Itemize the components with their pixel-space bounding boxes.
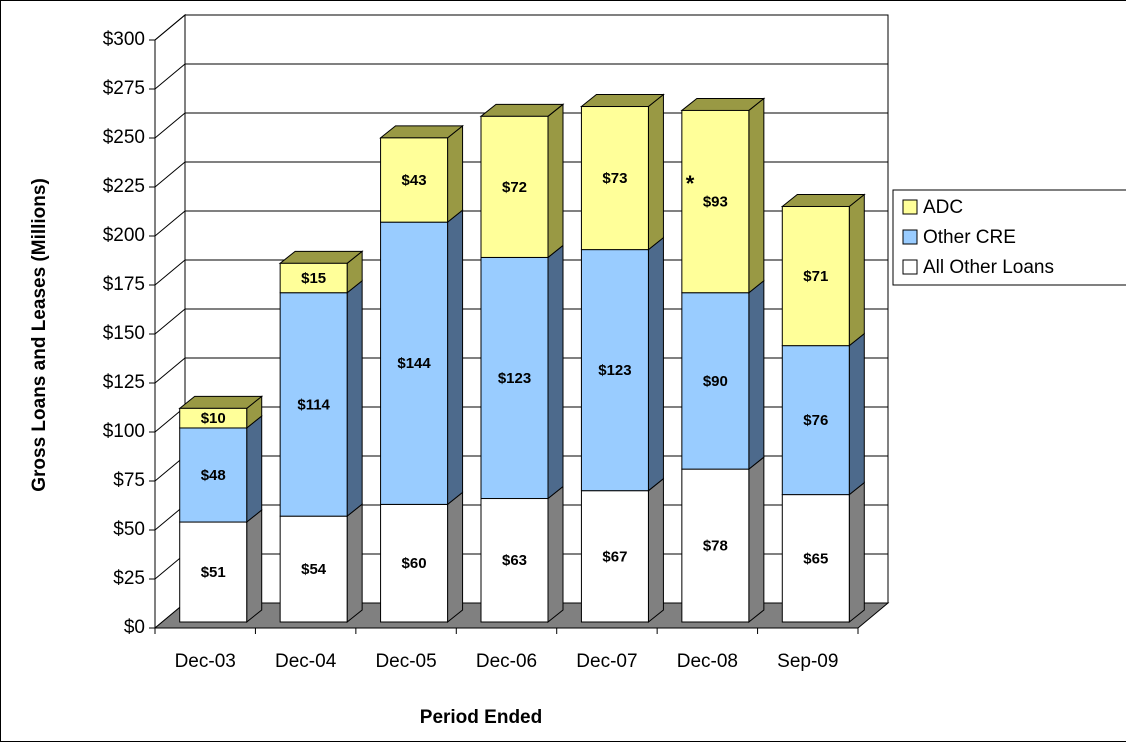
bar-segment [279, 292, 348, 517]
value-label: $72 [502, 179, 527, 196]
y-tick-label: $200 [103, 225, 145, 246]
bar-segment [179, 427, 248, 523]
bar-segment [580, 249, 649, 492]
value-label: $54 [301, 561, 327, 578]
bar-segment [179, 521, 248, 623]
bar-side [647, 477, 664, 624]
bar-side [848, 193, 865, 347]
y-tick-label: $125 [103, 372, 145, 393]
bar-segment [580, 490, 649, 623]
bar-top [680, 97, 766, 111]
bar-top [780, 193, 866, 207]
bar-side [748, 456, 765, 624]
y-tick-label: $25 [113, 568, 145, 589]
bar-side [748, 97, 765, 294]
y-axis-title: Gross Loans and Leases (Millions) [29, 178, 50, 492]
grid-line [154, 63, 888, 90]
value-label: $71 [803, 268, 828, 285]
bar-segment [580, 106, 649, 251]
grid-line [154, 14, 888, 41]
x-tick-label: Dec-06 [476, 651, 537, 672]
value-label: $10 [201, 410, 226, 427]
bar-segment [681, 109, 750, 294]
value-label: $65 [803, 550, 828, 567]
bar-segment [380, 503, 449, 623]
value-label: $63 [502, 552, 527, 569]
value-label: $48 [201, 467, 226, 484]
bar-top [580, 94, 665, 108]
bar-segment [480, 498, 549, 623]
y-tick-label: $225 [103, 176, 145, 197]
value-label: $76 [803, 412, 828, 429]
legend-swatch [902, 259, 918, 275]
y-tick-label: $250 [103, 127, 145, 148]
bar-side [346, 503, 363, 624]
bar-side [547, 485, 564, 624]
value-label: $15 [301, 270, 326, 287]
bar-top [278, 250, 364, 264]
x-tick-label: Dec-04 [275, 651, 337, 672]
bar-side [246, 414, 263, 524]
x-axis-title: Period Ended [420, 707, 542, 728]
y-tick-label: $75 [113, 470, 145, 491]
annotation: * [686, 171, 695, 196]
bar-side [848, 481, 865, 624]
value-label: $114 [297, 396, 330, 413]
bar-side [447, 491, 464, 624]
bar-side [447, 124, 464, 224]
bar-side [647, 236, 664, 492]
value-label: $67 [602, 548, 627, 565]
legend-box [892, 189, 1126, 286]
value-label: $43 [402, 172, 427, 189]
bar-segment [279, 262, 348, 294]
bar-side [547, 244, 564, 500]
x-tick-label: Dec-05 [375, 651, 436, 672]
bar-side [547, 103, 564, 259]
value-label: $73 [602, 170, 627, 187]
bar-side [246, 508, 263, 624]
bar-side [848, 332, 865, 496]
bar-top [178, 395, 264, 409]
value-label: $90 [703, 373, 728, 390]
legend-label: All Other Loans [923, 257, 1054, 278]
value-label: $123 [598, 362, 631, 379]
bar-top [479, 103, 565, 117]
value-label: $78 [703, 538, 728, 555]
value-label: $60 [402, 555, 427, 572]
bar-segment [480, 256, 549, 500]
bar-segment [781, 345, 850, 496]
x-tick-label: Dec-08 [677, 651, 738, 672]
legend-label: ADC [923, 197, 963, 218]
value-label: $123 [498, 370, 531, 387]
y-tick-label: $150 [103, 323, 145, 344]
bar-segment [179, 407, 248, 429]
x-tick-label: Dec-03 [175, 651, 236, 672]
legend-swatch [902, 199, 918, 215]
bar-side [748, 279, 765, 471]
y-tick-label: $0 [124, 617, 145, 638]
bar-side [447, 209, 464, 506]
y-tick-label: $100 [103, 421, 145, 442]
y-tick-label: $275 [103, 78, 145, 99]
value-label: $51 [201, 564, 226, 581]
bar-segment [781, 494, 850, 623]
bar-segment [380, 137, 449, 223]
y-tick-label: $300 [103, 29, 145, 50]
x-tick-label: Dec-07 [576, 651, 637, 672]
legend-swatch [902, 229, 918, 245]
y-tick-label: $50 [113, 519, 145, 540]
legend-label: Other CRE [923, 227, 1016, 248]
bar-top [379, 125, 464, 139]
x-tick-label: Sep-09 [777, 651, 838, 672]
bar-side [346, 279, 363, 518]
y-tick-label: $175 [103, 274, 145, 295]
bar-side [647, 93, 664, 251]
bar-segment [781, 205, 850, 347]
bar-segment [480, 115, 549, 258]
value-label: $144 [397, 355, 431, 372]
value-label: $93 [703, 194, 728, 211]
bar-segment [380, 221, 449, 505]
bar-segment [279, 515, 348, 623]
